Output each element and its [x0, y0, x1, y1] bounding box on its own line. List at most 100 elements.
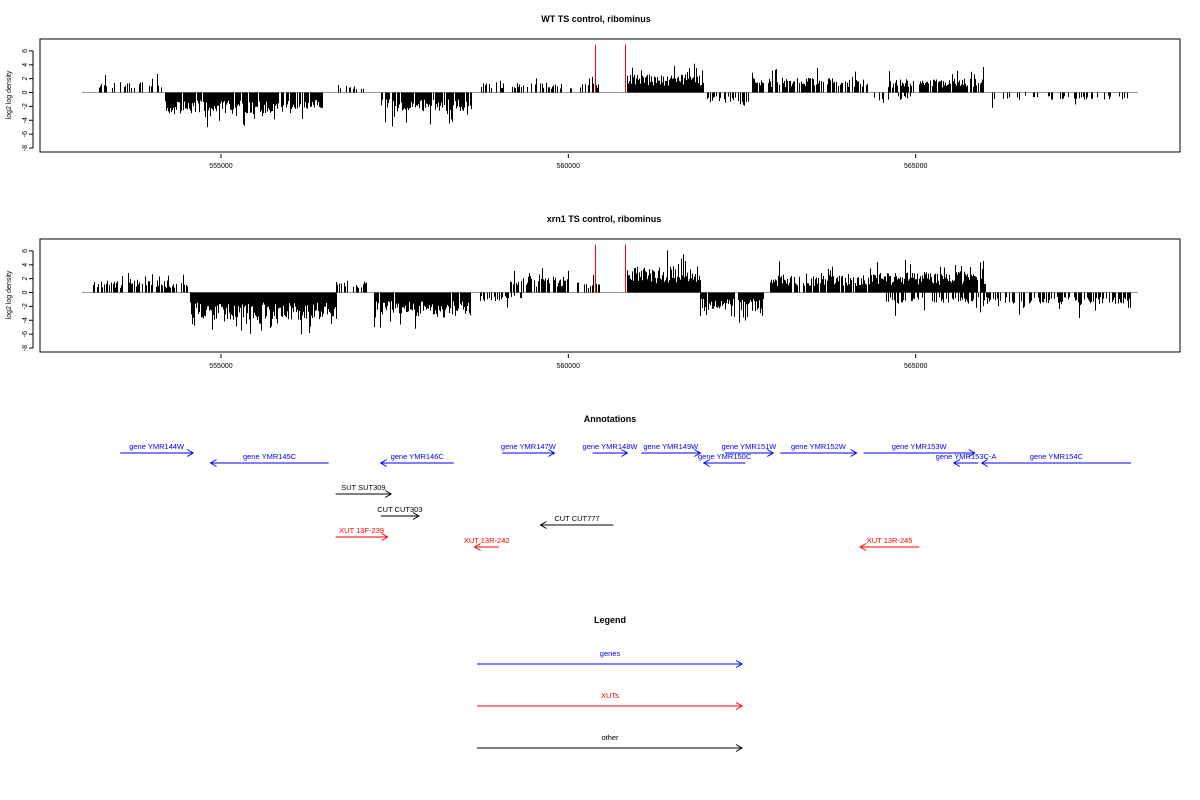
feature-label: gene YMR153W	[892, 442, 948, 451]
feature-arrow: gene YMR144W	[120, 442, 195, 457]
panel-title: WT TS control, ribominus	[541, 14, 651, 24]
feature-label: SUT SUT309	[341, 483, 385, 492]
feature-arrow: SUT SUT309	[335, 483, 393, 498]
y-tick-label: -2	[22, 303, 29, 309]
feature-label: CUT CUT777	[554, 514, 599, 523]
feature-arrow: gene YMR153C-A	[936, 452, 997, 467]
panel-wt: WT TS control, ribominus -8 -6 -4 -2 0 2 4 6 55…	[6, 14, 1181, 170]
x-axis: 555000 560000 565000	[209, 154, 927, 170]
feature-label: gene YMR153C-A	[936, 452, 997, 461]
y-tick-label: 2	[22, 77, 29, 81]
y-tick-label: -8	[22, 345, 29, 351]
x-tick-label: 555000	[209, 363, 232, 370]
y-tick-label: 6	[22, 249, 29, 253]
arrow-head	[412, 512, 420, 520]
y-tick-label: -6	[22, 131, 29, 137]
x-tick-label: 555000	[209, 163, 232, 170]
y-tick-label: -4	[22, 117, 29, 123]
x-tick-label: 560000	[557, 363, 580, 370]
feature-arrow: gene YMR151W	[721, 442, 777, 457]
arrow-head	[702, 459, 711, 467]
y-axis: -8 -6 -4 -2 0 2 4 6	[22, 49, 34, 151]
feature-arrow: gene YMR152W	[780, 442, 858, 457]
plot-frame	[39, 238, 1181, 353]
arrow-head	[621, 449, 629, 457]
arrow-head	[209, 459, 217, 467]
feature-label: gene YMR150C	[698, 452, 752, 461]
arrow-head	[850, 449, 858, 457]
arrow-head	[473, 543, 481, 551]
feature-arrow: gene YMR153W	[863, 442, 976, 457]
x-tick-label: 565000	[904, 363, 927, 370]
y-tick-label: -4	[22, 317, 29, 323]
arrow-head	[539, 521, 547, 529]
legend: Legend genes XUTs other	[477, 615, 743, 752]
y-tick-label: 4	[22, 63, 29, 67]
y-tick-label: -6	[22, 331, 29, 337]
feature-label: gene YMR149W	[643, 442, 699, 451]
legend-items: genes XUTs other	[477, 649, 743, 752]
feature-label: gene YMR145C	[243, 452, 297, 461]
y-tick-label: 2	[22, 277, 29, 281]
feature-label: gene YMR146C	[391, 452, 445, 461]
arrow-head	[548, 449, 556, 457]
feature-arrow: gene YMR154C	[980, 452, 1132, 467]
bars	[82, 244, 1138, 335]
feature-arrow: gene YMR147W	[501, 442, 557, 457]
feature-list: gene YMR144W gene YMR145C gene YMR146C gene…	[120, 442, 1132, 551]
feature-label: gene YMR152W	[791, 442, 847, 451]
feature-arrow: CUT CUT303	[377, 505, 422, 520]
plot-frame	[39, 38, 1181, 153]
y-tick-label: 4	[22, 263, 29, 267]
feature-label: gene YMR151W	[721, 442, 777, 451]
arrow-head	[859, 543, 867, 551]
feature-label: gene YMR148W	[583, 442, 639, 451]
feature-arrow: XUT 13F-239	[335, 526, 389, 541]
legend-label: other	[601, 733, 619, 742]
feature-arrow: XUT 13R-242	[464, 536, 510, 551]
y-axis: -8 -6 -4 -2 0 2 4 6	[22, 249, 34, 351]
x-tick-label: 565000	[904, 163, 927, 170]
arrow-head	[694, 449, 702, 457]
legend-label: XUTs	[601, 691, 619, 700]
y-tick-label: 0	[22, 290, 29, 294]
arrow-head	[735, 660, 743, 668]
feature-label: XUT 13F-239	[339, 526, 384, 535]
arrow-head	[980, 459, 988, 467]
feature-label: gene YMR144W	[129, 442, 185, 451]
panel-title: xrn1 TS control, ribominus	[547, 214, 662, 224]
y-axis-label: log2 log density	[6, 70, 13, 119]
arrow-head	[968, 449, 976, 457]
x-tick-label: 560000	[557, 163, 580, 170]
panel-xrn1: xrn1 TS control, ribominus -8-6-4-20246 …	[6, 214, 1181, 370]
feature-arrow: gene YMR146C	[379, 452, 454, 467]
feature-label: XUT 13R-242	[464, 536, 510, 545]
arrow-head	[381, 533, 389, 541]
feature-arrow: XUT 13R-245	[859, 536, 920, 551]
y-tick-label: 0	[22, 90, 29, 94]
feature-label: XUT 13R-245	[867, 536, 913, 545]
legend-item-other: other	[477, 733, 743, 752]
bars	[82, 44, 1138, 128]
feature-arrow: CUT CUT777	[539, 514, 614, 529]
y-tick-label: 6	[22, 49, 29, 53]
arrow-head	[952, 459, 961, 467]
legend-label: genes	[600, 649, 621, 658]
y-tick-label: -2	[22, 103, 29, 109]
y-axis-label: log2 log density	[6, 270, 13, 319]
arrow-head	[767, 449, 775, 457]
feature-label: gene YMR147W	[501, 442, 557, 451]
arrow-head	[384, 490, 393, 498]
feature-label: gene YMR154C	[1030, 452, 1084, 461]
legend-item-xuts: XUTs	[477, 691, 743, 710]
arrow-head	[735, 744, 743, 752]
feature-arrow: gene YMR150C	[698, 452, 752, 467]
y-tick-label: -8	[22, 145, 29, 151]
x-axis: 555000 560000 565000	[209, 354, 927, 370]
feature-label: CUT CUT303	[377, 505, 422, 514]
feature-arrow: gene YMR148W	[583, 442, 639, 457]
arrow-head	[186, 449, 195, 457]
